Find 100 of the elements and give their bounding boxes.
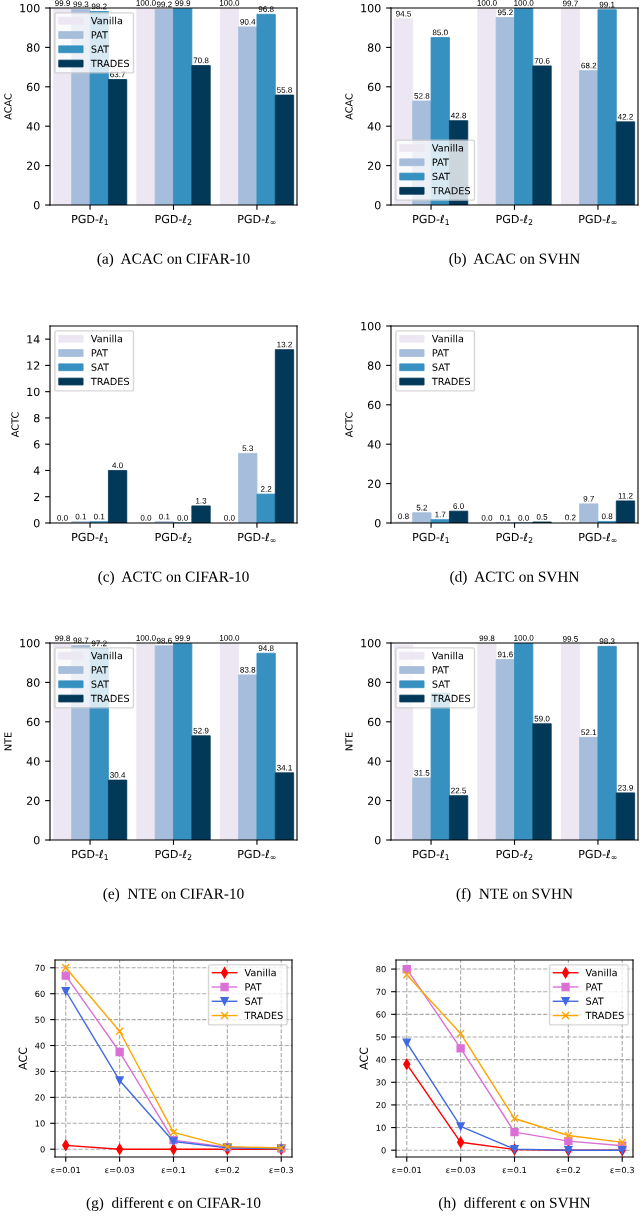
data-label: 30.4 [110, 772, 126, 778]
y-tick-label: 20 [35, 1094, 45, 1101]
y-tick-label: 100 [20, 3, 40, 13]
y-tick-label: 0 [381, 1147, 386, 1154]
y-axis-title: ACTC [11, 412, 19, 438]
x-tick-label: ε=0.01 [51, 1166, 81, 1174]
x-tick-label: PGD-ℓ$_{∞}$ [579, 849, 617, 860]
y-tick-label: 0 [33, 200, 40, 210]
x-tick-label: PGD-ℓ$_{2}$ [155, 214, 192, 225]
y-tick-label: 20 [367, 796, 381, 805]
data-label: 42.8 [450, 112, 467, 119]
y-tick-label: 80 [367, 678, 381, 687]
x-tick-label: PGD-ℓ$_{1}$ [413, 849, 449, 860]
x-tick-label: PGD-ℓ$_{∞}$ [238, 214, 276, 225]
data-label: 91.6 [497, 651, 513, 658]
y-tick-label: 40 [367, 440, 381, 449]
legend-label: PAT [91, 666, 108, 674]
data-label: 6.0 [453, 503, 464, 509]
y-tick-label: 100 [20, 638, 40, 648]
legend-label: PAT [586, 983, 603, 991]
legend-label: TRADES [431, 187, 471, 195]
text: (e) NTE on CIFAR-10 [103, 888, 244, 902]
data-label: 95.2 [497, 9, 513, 16]
x-tick-label: ε=0.2 [215, 1166, 239, 1174]
data-label: 1.7 [435, 511, 446, 518]
y-axis-title: ACC [359, 1047, 368, 1070]
y-tick-label: 40 [367, 757, 381, 766]
y-tick-label: 20 [26, 796, 40, 805]
data-label: 34.1 [276, 764, 292, 771]
y-tick-label: 20 [367, 479, 381, 488]
y-tick-label: 40 [376, 1056, 386, 1063]
x-tick-label: PGD-ℓ$_{∞}$ [579, 532, 617, 543]
y-tick-label: 6 [33, 440, 40, 449]
data-label: 99.8 [55, 635, 71, 642]
y-tick-label: 0 [374, 835, 381, 845]
data-label: 98.6 [156, 637, 172, 644]
data-label: 0.1 [93, 513, 105, 520]
y-tick-label: 70 [35, 964, 45, 972]
legend-label: TRADES [585, 1011, 624, 1020]
data-label: 0.1 [75, 513, 87, 520]
data-label: 0.0 [140, 515, 152, 521]
y-tick-label: 2 [34, 492, 40, 501]
legend-label: PAT [432, 666, 449, 674]
y-tick-label: 30 [35, 1068, 45, 1075]
legend-label: PAT [91, 349, 108, 357]
data-label: 96.8 [258, 6, 274, 13]
x-tick-label: ε=0.03 [105, 1166, 134, 1174]
data-label: 59.0 [534, 715, 550, 722]
y-tick-label: 20 [26, 161, 40, 170]
data-label: 0.8 [601, 513, 613, 520]
data-label: 100.0 [514, 0, 534, 6]
data-label: 11.2 [618, 492, 633, 499]
legend-label: SAT [432, 680, 451, 688]
data-label: 42.2 [617, 113, 633, 120]
x-tick-label: PGD-ℓ$_{1}$ [72, 214, 108, 225]
y-axis-title: NTE [4, 732, 12, 751]
data-label: 22.5 [451, 787, 467, 794]
text: (d) ACTC on SVHN [450, 571, 580, 585]
x-tick-label: PGD-ℓ$_{1}$ [413, 214, 449, 225]
x-tick-label: PGD-ℓ$_{∞}$ [579, 214, 617, 225]
text: (a) ACAC on CIFAR-10 [97, 253, 250, 267]
x-tick-label: ε=0.1 [502, 1166, 527, 1174]
legend-label: SAT [91, 363, 110, 371]
y-tick-label: 4 [33, 466, 40, 475]
legend-label: SAT [432, 172, 451, 181]
y-axis-title: ACTC [345, 412, 353, 438]
y-tick-label: 60 [367, 400, 381, 410]
y-tick-label: 40 [26, 122, 40, 131]
data-label: 0.0 [57, 515, 68, 521]
legend-label: TRADES [90, 694, 130, 703]
y-tick-label: 80 [367, 361, 381, 370]
data-label: 100.0 [219, 0, 240, 6]
x-tick-label: PGD-ℓ$_{∞}$ [238, 849, 276, 860]
y-tick-label: 8 [33, 413, 40, 423]
y-axis-title: ACAC [345, 93, 353, 120]
legend-label: Vanilla [90, 16, 123, 25]
data-label: 85.0 [432, 29, 448, 36]
y-tick-label: 0 [33, 518, 40, 528]
text: (h) different ϵ on SVHN [439, 1197, 591, 1212]
legend-label: Vanilla [431, 334, 464, 343]
legend-label: TRADES [431, 377, 471, 386]
y-tick-label: 60 [376, 1011, 386, 1018]
data-label: 100.0 [136, 0, 156, 6]
y-tick-label: 10 [376, 1124, 386, 1131]
text: (c) ACTC on CIFAR-10 [98, 571, 249, 585]
data-label: 70.6 [534, 57, 550, 64]
data-label: 0.2 [565, 514, 576, 521]
data-label: 70.8 [193, 57, 209, 64]
data-label: 52.1 [581, 729, 597, 736]
y-tick-label: 0 [374, 200, 381, 210]
y-tick-label: 60 [26, 717, 40, 727]
data-label: 0.0 [481, 515, 493, 521]
y-tick-label: 50 [376, 1033, 386, 1041]
legend-label: TRADES [431, 694, 471, 703]
data-label: 0.1 [159, 513, 170, 520]
y-tick-label: 20 [367, 161, 381, 170]
x-tick-label: ε=0.01 [392, 1166, 422, 1174]
data-label: 94.8 [258, 645, 274, 651]
data-label: 99.9 [175, 0, 191, 6]
data-label: 52.8 [414, 92, 430, 99]
